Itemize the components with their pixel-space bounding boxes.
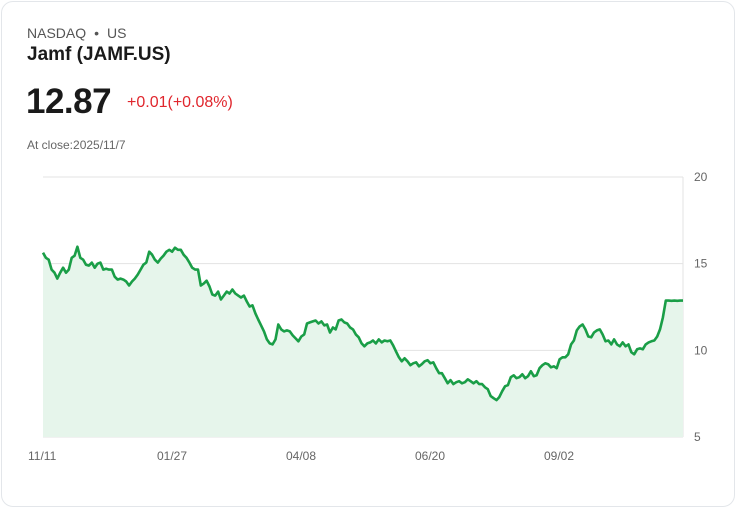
x-tick-label: 04/08 bbox=[286, 449, 316, 463]
y-tick-label: 20 bbox=[694, 170, 708, 184]
region-name: US bbox=[107, 25, 127, 41]
x-tick-label: 01/27 bbox=[157, 449, 187, 463]
x-tick-label: 06/20 bbox=[415, 449, 445, 463]
close-timestamp: At close:2025/11/7 bbox=[27, 138, 126, 152]
y-tick-label: 10 bbox=[694, 343, 708, 357]
y-tick-label: 15 bbox=[694, 257, 708, 271]
price-line bbox=[41, 245, 683, 402]
x-tick-label: 09/02 bbox=[544, 449, 574, 463]
x-tick-label: 11/11 bbox=[28, 449, 57, 463]
exchange-label: NASDAQ • US bbox=[27, 25, 126, 41]
stock-title: Jamf (JAMF.US) bbox=[27, 44, 171, 65]
price-change: +0.01(+0.08%) bbox=[127, 94, 233, 111]
exchange-name: NASDAQ bbox=[27, 25, 87, 41]
separator-dot: • bbox=[94, 25, 100, 41]
y-tick-label: 5 bbox=[694, 430, 701, 444]
price-area-fill bbox=[43, 246, 683, 437]
stock-price: 12.87 bbox=[26, 82, 112, 121]
